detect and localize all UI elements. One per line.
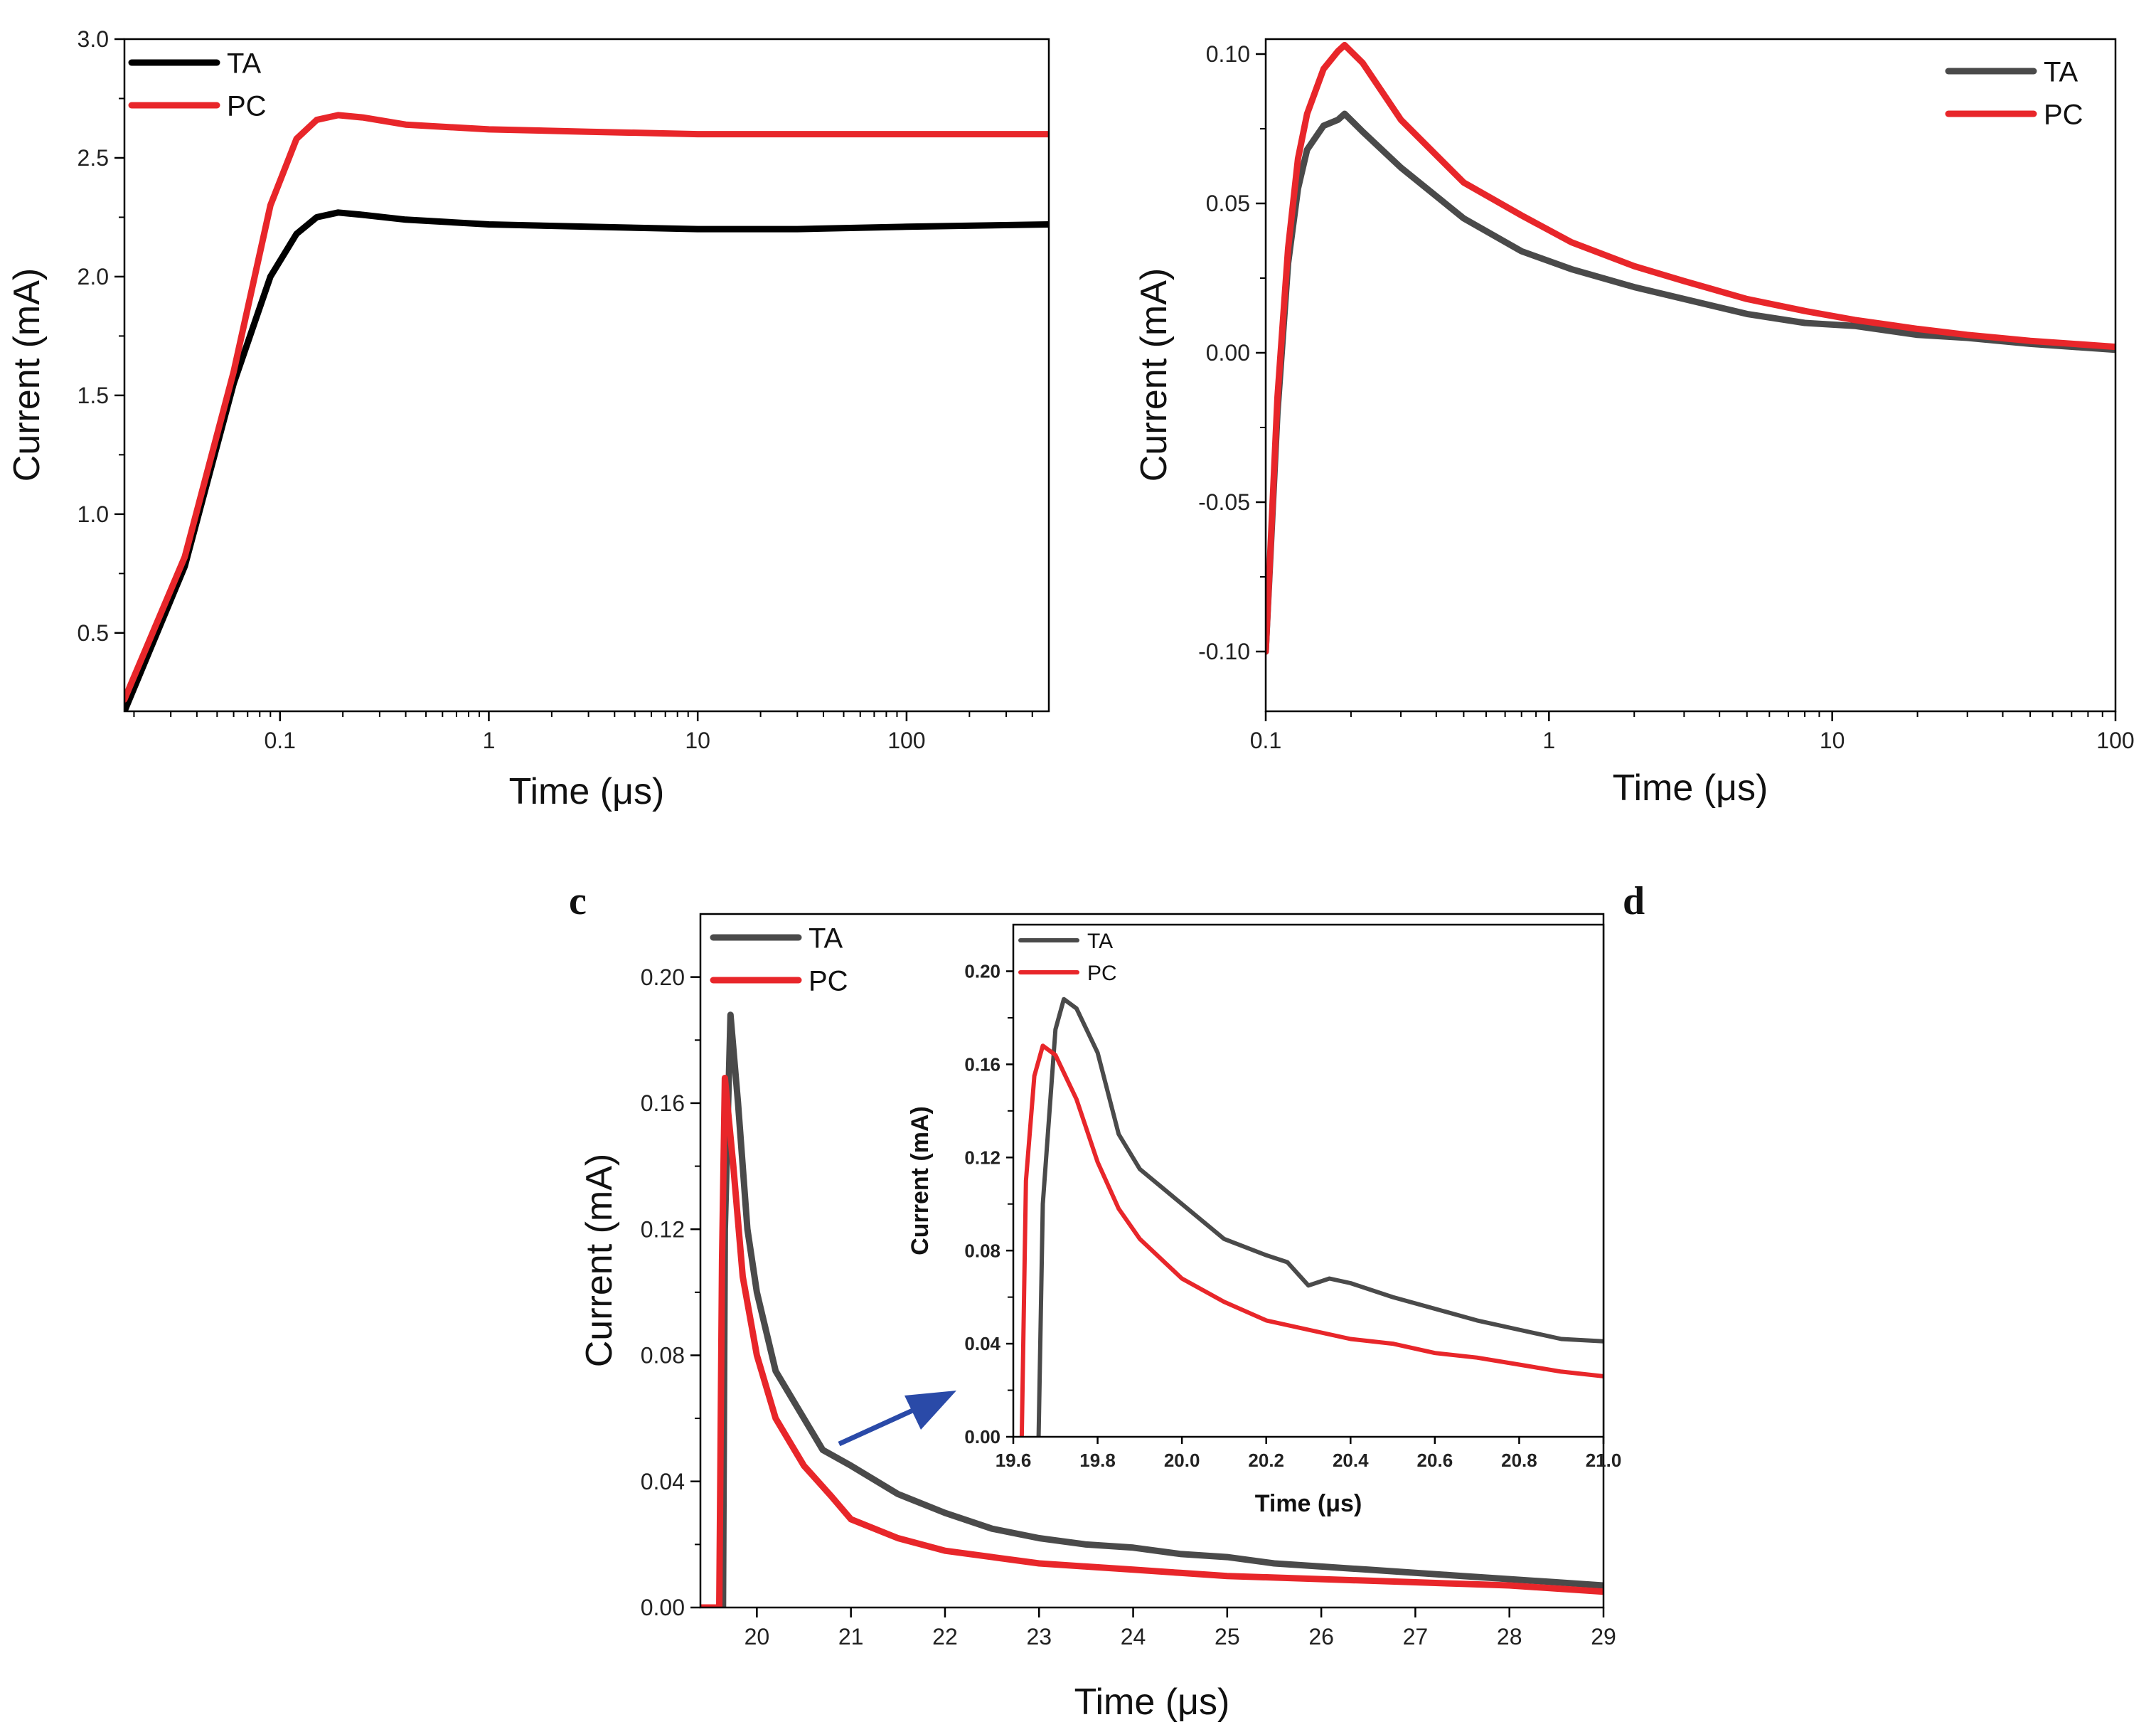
series-line-ta: [1036, 997, 1603, 1437]
legend-label-ta: TA: [2044, 56, 2078, 87]
y-tick-label: 0.10: [1206, 41, 1250, 67]
chart-inset: 19.6 19.8 20.0 20.2 20.4 20.6 20.8 21.0 0.00 0.04…: [907, 923, 1622, 1517]
x-axis-title: Time (μs): [1255, 1490, 1362, 1517]
series-group: [700, 1011, 1603, 1608]
legend-label-pc: PC: [227, 90, 267, 122]
x-tick-label: 100: [2096, 728, 2134, 753]
x-tick-label: 20.8: [1501, 1450, 1537, 1471]
legend-label-ta: TA: [227, 48, 261, 79]
x-axis-title: Time (μs): [509, 771, 665, 812]
plot-frame: [1012, 923, 1605, 1438]
series-group: [1266, 41, 2115, 655]
x-tick-label: 27: [1403, 1624, 1429, 1649]
legend-label-ta: TA: [1087, 930, 1113, 953]
y-tick-label: 1.0: [78, 501, 109, 527]
x-tick-label: 10: [1820, 728, 1845, 753]
y-tick-label: -0.10: [1198, 639, 1250, 664]
x-tick-label: 0.1: [1250, 728, 1281, 753]
y-tick-label: 0.20: [964, 961, 1000, 982]
inset-background: [1013, 925, 1603, 1437]
y-axis-title: Current (mA): [907, 1106, 934, 1255]
series-line-pc: [1019, 1043, 1603, 1437]
panel-label-c: c: [569, 879, 587, 923]
y-axis-title: Current (mA): [6, 268, 48, 482]
y-tick-label: 0.5: [78, 620, 109, 646]
zoom-arrow: [838, 1391, 956, 1447]
y-tick-label: 0.04: [641, 1469, 685, 1494]
chart-bottom: 20 21 22 23 24 25 26 27 28 29 0.00 0.04 0.08 0.12 0.16…: [579, 913, 1616, 1723]
plot-frame: [123, 38, 1050, 713]
x-tick-label: 19.8: [1079, 1450, 1116, 1471]
x-axis-title: Time (μs): [1613, 767, 1768, 809]
x-tick-label: 24: [1121, 1624, 1146, 1649]
x-axis-title: Time (μs): [1074, 1681, 1230, 1723]
x-tick-label: 0.1: [264, 728, 295, 753]
y-tick-label: 0.04: [964, 1333, 1000, 1354]
x-tick-label: 29: [1591, 1624, 1616, 1649]
y-tick-label: 0.16: [641, 1090, 685, 1116]
x-tick-label: 28: [1497, 1624, 1522, 1649]
panel-label-d: d: [1623, 879, 1645, 923]
chart-top-left: 0.1 1 10 100 0.5 1.0 1.5 2.0 2.5 3.0 Time (μs) Curr…: [6, 26, 1050, 812]
y-tick-label: 1.5: [78, 383, 109, 408]
x-tick-label: 20.0: [1164, 1450, 1200, 1471]
x-tick-label: 100: [887, 728, 925, 753]
y-tick-label: 0.00: [641, 1595, 685, 1620]
x-tick-label: 21: [838, 1624, 864, 1649]
x-tick-label: 25: [1215, 1624, 1240, 1649]
y-tick-label: -0.05: [1198, 489, 1250, 515]
series-group: [124, 112, 1049, 711]
legend-label-ta: TA: [808, 923, 843, 954]
legend-label-pc: PC: [808, 965, 848, 997]
series-line-pc: [124, 112, 1049, 703]
y-tick-label: 0.00: [1206, 340, 1250, 366]
series-group: [1019, 997, 1603, 1437]
x-tick-label: 20: [745, 1624, 770, 1649]
chart-top-right: 0.1 1 10 100 -0.10 -0.05 0.00 0.05 0.10 Time (μs)…: [1133, 38, 2135, 809]
series-line-ta: [700, 1011, 1603, 1608]
series-line-ta: [124, 209, 1049, 711]
x-tick-label: 22: [932, 1624, 958, 1649]
y-tick-label: 0.05: [1206, 191, 1250, 216]
x-tick-label: 21.0: [1586, 1450, 1622, 1471]
y-tick-label: 2.0: [78, 264, 109, 289]
y-tick-label: 0.00: [964, 1426, 1000, 1447]
series-line-pc: [1266, 41, 2115, 655]
x-tick-label: 23: [1026, 1624, 1052, 1649]
x-tick-label: 1: [1542, 728, 1555, 753]
y-tick-label: 2.5: [78, 145, 109, 171]
y-tick-label: 0.08: [964, 1240, 1000, 1261]
series-line-ta: [1266, 110, 2115, 655]
x-tick-label: 10: [685, 728, 710, 753]
y-tick-label: 0.12: [641, 1216, 685, 1242]
y-tick-label: 0.16: [964, 1053, 1000, 1075]
y-tick-label: 0.08: [641, 1343, 685, 1369]
y-axis-title: Current (mA): [579, 1154, 620, 1367]
legend-label-pc: PC: [2044, 99, 2083, 130]
series-line-pc: [700, 1075, 1603, 1608]
x-tick-label: 20.4: [1333, 1450, 1369, 1471]
x-tick-label: 19.6: [996, 1450, 1032, 1471]
x-tick-label: 26: [1308, 1624, 1334, 1649]
y-tick-label: 0.12: [964, 1147, 1000, 1168]
y-tick-label: 3.0: [78, 26, 109, 52]
x-tick-label: 20.2: [1248, 1450, 1284, 1471]
y-axis-title: Current (mA): [1133, 268, 1175, 482]
x-tick-label: 20.6: [1417, 1450, 1453, 1471]
legend-label-pc: PC: [1087, 962, 1117, 985]
plot-frame: [1264, 38, 2117, 713]
y-tick-label: 0.20: [641, 965, 685, 990]
x-tick-label: 1: [483, 728, 496, 753]
